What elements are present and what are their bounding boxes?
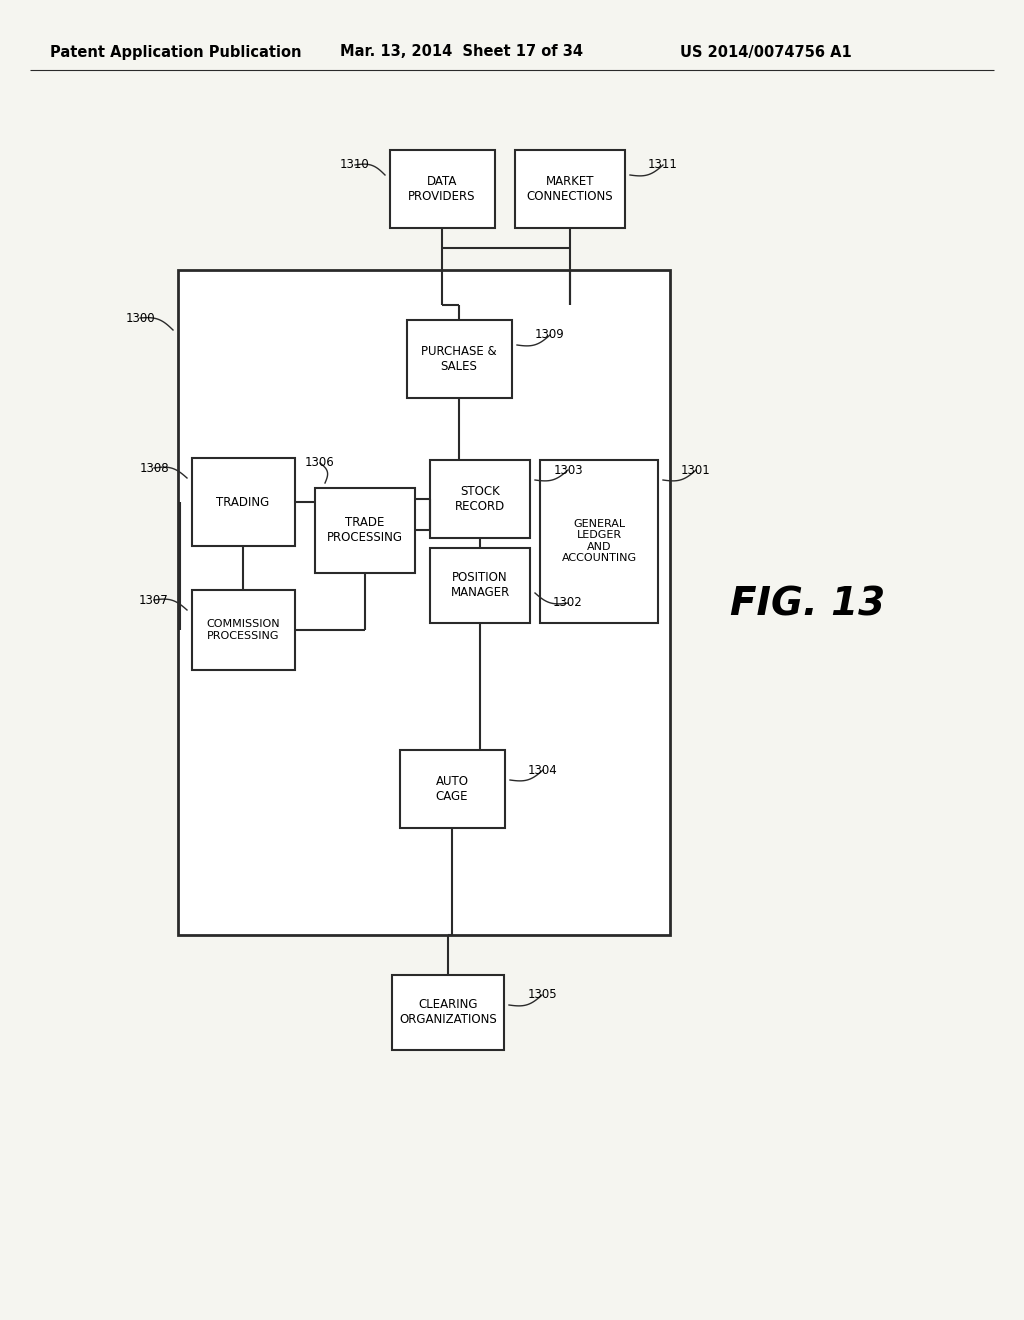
- Text: AUTO
CAGE: AUTO CAGE: [435, 775, 469, 803]
- Bar: [540, 459, 658, 623]
- Text: 1300: 1300: [125, 312, 155, 325]
- Bar: [315, 488, 415, 573]
- Bar: [515, 150, 625, 228]
- Text: 1304: 1304: [528, 763, 558, 776]
- Text: 1308: 1308: [139, 462, 169, 474]
- Bar: [178, 271, 670, 935]
- Text: FIG. 13: FIG. 13: [730, 586, 885, 624]
- Text: 1310: 1310: [340, 158, 370, 172]
- Text: 1303: 1303: [553, 463, 583, 477]
- Bar: [407, 319, 512, 399]
- Text: 1302: 1302: [553, 597, 583, 610]
- Text: Mar. 13, 2014  Sheet 17 of 34: Mar. 13, 2014 Sheet 17 of 34: [340, 45, 583, 59]
- Bar: [390, 150, 495, 228]
- Text: PURCHASE &
SALES: PURCHASE & SALES: [421, 345, 497, 374]
- Bar: [193, 458, 295, 546]
- Text: MARKET
CONNECTIONS: MARKET CONNECTIONS: [526, 176, 613, 203]
- Text: GENERAL
LEDGER
AND
ACCOUNTING: GENERAL LEDGER AND ACCOUNTING: [561, 519, 637, 564]
- Text: DATA
PROVIDERS: DATA PROVIDERS: [409, 176, 476, 203]
- Text: Patent Application Publication: Patent Application Publication: [50, 45, 301, 59]
- Bar: [430, 548, 530, 623]
- Text: US 2014/0074756 A1: US 2014/0074756 A1: [680, 45, 852, 59]
- Text: 1307: 1307: [139, 594, 169, 606]
- Text: TRADE
PROCESSING: TRADE PROCESSING: [327, 516, 403, 544]
- Text: COMMISSION
PROCESSING: COMMISSION PROCESSING: [206, 619, 280, 640]
- Text: POSITION
MANAGER: POSITION MANAGER: [451, 572, 510, 599]
- Text: 1311: 1311: [648, 158, 678, 172]
- Bar: [400, 750, 505, 828]
- Text: 1309: 1309: [536, 329, 565, 342]
- Text: 1301: 1301: [681, 463, 711, 477]
- Text: 1305: 1305: [527, 989, 557, 1002]
- Bar: [193, 590, 295, 671]
- Text: 1306: 1306: [305, 457, 335, 470]
- Text: TRADING: TRADING: [216, 495, 269, 508]
- Bar: [392, 975, 504, 1049]
- Bar: [430, 459, 530, 539]
- Text: CLEARING
ORGANIZATIONS: CLEARING ORGANIZATIONS: [399, 998, 497, 1026]
- Text: STOCK
RECORD: STOCK RECORD: [455, 484, 505, 513]
